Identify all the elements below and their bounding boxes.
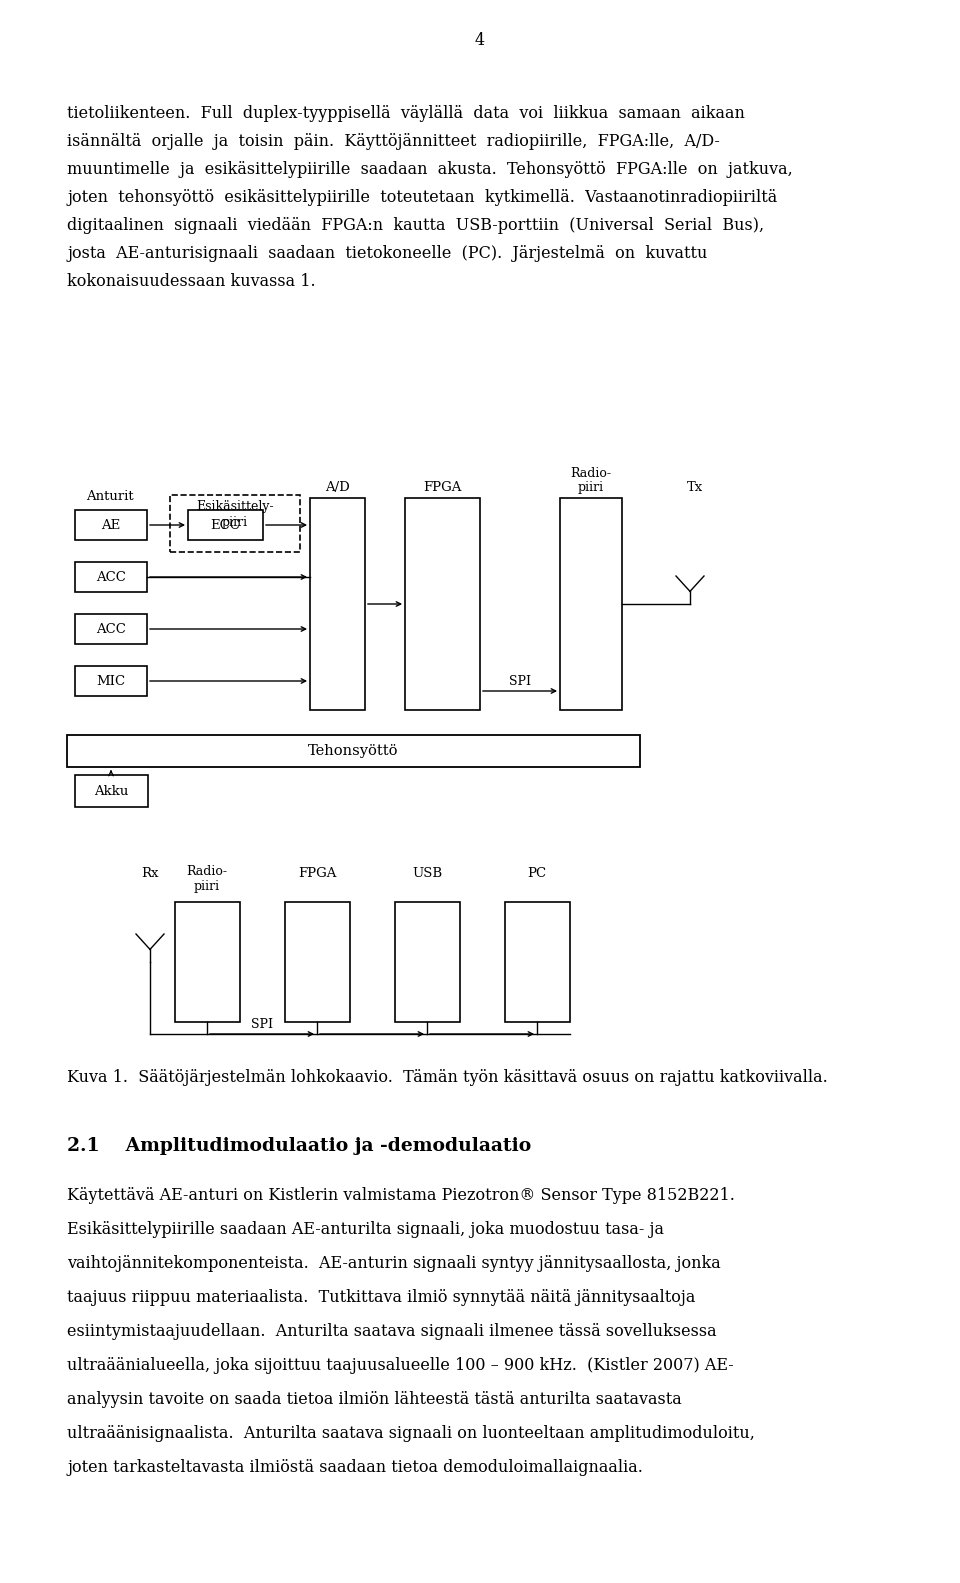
Text: analyysin tavoite on saada tietoa ilmiön lähteestä tästä anturilta saatavasta: analyysin tavoite on saada tietoa ilmiön…: [67, 1391, 682, 1407]
Text: piiri: piiri: [578, 481, 604, 494]
Text: Kuva 1.  Säätöjärjestelmän lohkokaavio.  Tämän työn käsittavä osuus on rajattu k: Kuva 1. Säätöjärjestelmän lohkokaavio. T…: [67, 1069, 828, 1086]
Text: 2.1    Amplitudimodulaatio ja -demodulaatio: 2.1 Amplitudimodulaatio ja -demodulaatio: [67, 1137, 531, 1156]
Text: josta  AE-anturisignaali  saadaan  tietokoneelle  (PC).  Järjestelmä  on  kuvatt: josta AE-anturisignaali saadaan tietokon…: [67, 245, 708, 263]
Bar: [75, 562, 147, 592]
Bar: [75, 776, 148, 807]
Bar: [188, 510, 263, 540]
Text: Radio-: Radio-: [570, 467, 612, 480]
Text: SPI: SPI: [509, 674, 531, 689]
Bar: [560, 499, 622, 711]
Text: MIC: MIC: [96, 674, 126, 687]
Text: taajuus riippuu materiaalista.  Tutkittava ilmiö synnytää näitä jännitysaaltoja: taajuus riippuu materiaalista. Tutkittav…: [67, 1289, 695, 1306]
Text: Rx: Rx: [141, 867, 158, 880]
Text: Esikäsittely-: Esikäsittely-: [196, 500, 274, 513]
Text: joten  tehonsyöttö  esikäsittelypiirille  toteutetaan  kytkimellä.  Vastaanotinr: joten tehonsyöttö esikäsittelypiirille t…: [67, 188, 778, 206]
Text: ultraäänialueella, joka sijoittuu taajuusalueelle 100 – 900 kHz.  (Kistler 2007): ultraäänialueella, joka sijoittuu taajuu…: [67, 1357, 733, 1374]
Text: ultraäänisignaalista.  Anturilta saatava signaali on luonteeltaan amplitudimodul: ultraäänisignaalista. Anturilta saatava …: [67, 1425, 755, 1442]
Text: PC: PC: [527, 867, 546, 880]
Text: digitaalinen  signaali  viedään  FPGA:n  kautta  USB-porttiin  (Universal  Seria: digitaalinen signaali viedään FPGA:n kau…: [67, 217, 764, 234]
Text: Tehonsyöttö: Tehonsyöttö: [308, 744, 398, 758]
Text: 4: 4: [475, 32, 485, 49]
Text: AE: AE: [102, 519, 121, 532]
Bar: [75, 666, 147, 697]
Bar: [505, 902, 570, 1023]
Text: ACC: ACC: [96, 622, 126, 635]
Text: ECC: ECC: [210, 519, 240, 532]
Bar: [310, 499, 365, 711]
Text: tietoliikenteen.  Full  duplex-tyyppisellä  väylällä  data  voi  liikkua  samaan: tietoliikenteen. Full duplex-tyyppisellä…: [67, 104, 745, 122]
Bar: [175, 902, 240, 1023]
Bar: [75, 614, 147, 644]
Text: kokonaisuudessaan kuvassa 1.: kokonaisuudessaan kuvassa 1.: [67, 272, 316, 290]
Bar: [75, 510, 147, 540]
Text: FPGA: FPGA: [422, 481, 461, 494]
Text: esiintymistaajuudellaan.  Anturilta saatava signaali ilmenee tässä sovelluksessa: esiintymistaajuudellaan. Anturilta saata…: [67, 1323, 716, 1339]
Text: ACC: ACC: [96, 570, 126, 584]
Text: A/D: A/D: [324, 481, 349, 494]
Text: FPGA: FPGA: [298, 867, 336, 880]
Text: Käytettävä AE-anturi on Kistlerin valmistama Piezotron® Sensor Type 8152B221.: Käytettävä AE-anturi on Kistlerin valmis…: [67, 1187, 734, 1205]
Text: Tx: Tx: [686, 481, 703, 494]
Bar: [67, 735, 640, 768]
Text: Esikäsittelypiirille saadaan AE-anturilta signaali, joka muodostuu tasa- ja: Esikäsittelypiirille saadaan AE-anturilt…: [67, 1220, 664, 1238]
Bar: [395, 902, 460, 1023]
Text: Akku: Akku: [94, 785, 129, 798]
Text: SPI: SPI: [251, 1018, 273, 1031]
Text: vaihtojännitekomponenteista.  AE-anturin signaali syntyy jännitysaallosta, jonka: vaihtojännitekomponenteista. AE-anturin …: [67, 1255, 721, 1273]
Text: piiri: piiri: [194, 880, 220, 893]
Bar: [405, 499, 480, 711]
Text: Radio-: Radio-: [186, 864, 228, 879]
Text: joten tarkasteltavasta ilmiöstä saadaan tietoa demoduloimallaignaalia.: joten tarkasteltavasta ilmiöstä saadaan …: [67, 1460, 643, 1475]
Text: Anturit: Anturit: [86, 491, 133, 503]
Text: piiri: piiri: [222, 516, 248, 529]
Text: muuntimelle  ja  esikäsittelypiirille  saadaan  akusta.  Tehonsyöttö  FPGA:lle  : muuntimelle ja esikäsittelypiirille saad…: [67, 161, 793, 177]
Bar: [285, 902, 350, 1023]
Bar: [170, 495, 300, 552]
Text: isännältä  orjalle  ja  toisin  päin.  Käyttöjännitteet  radiopiirille,  FPGA:ll: isännältä orjalle ja toisin päin. Käyttö…: [67, 133, 720, 150]
Text: USB: USB: [412, 867, 442, 880]
